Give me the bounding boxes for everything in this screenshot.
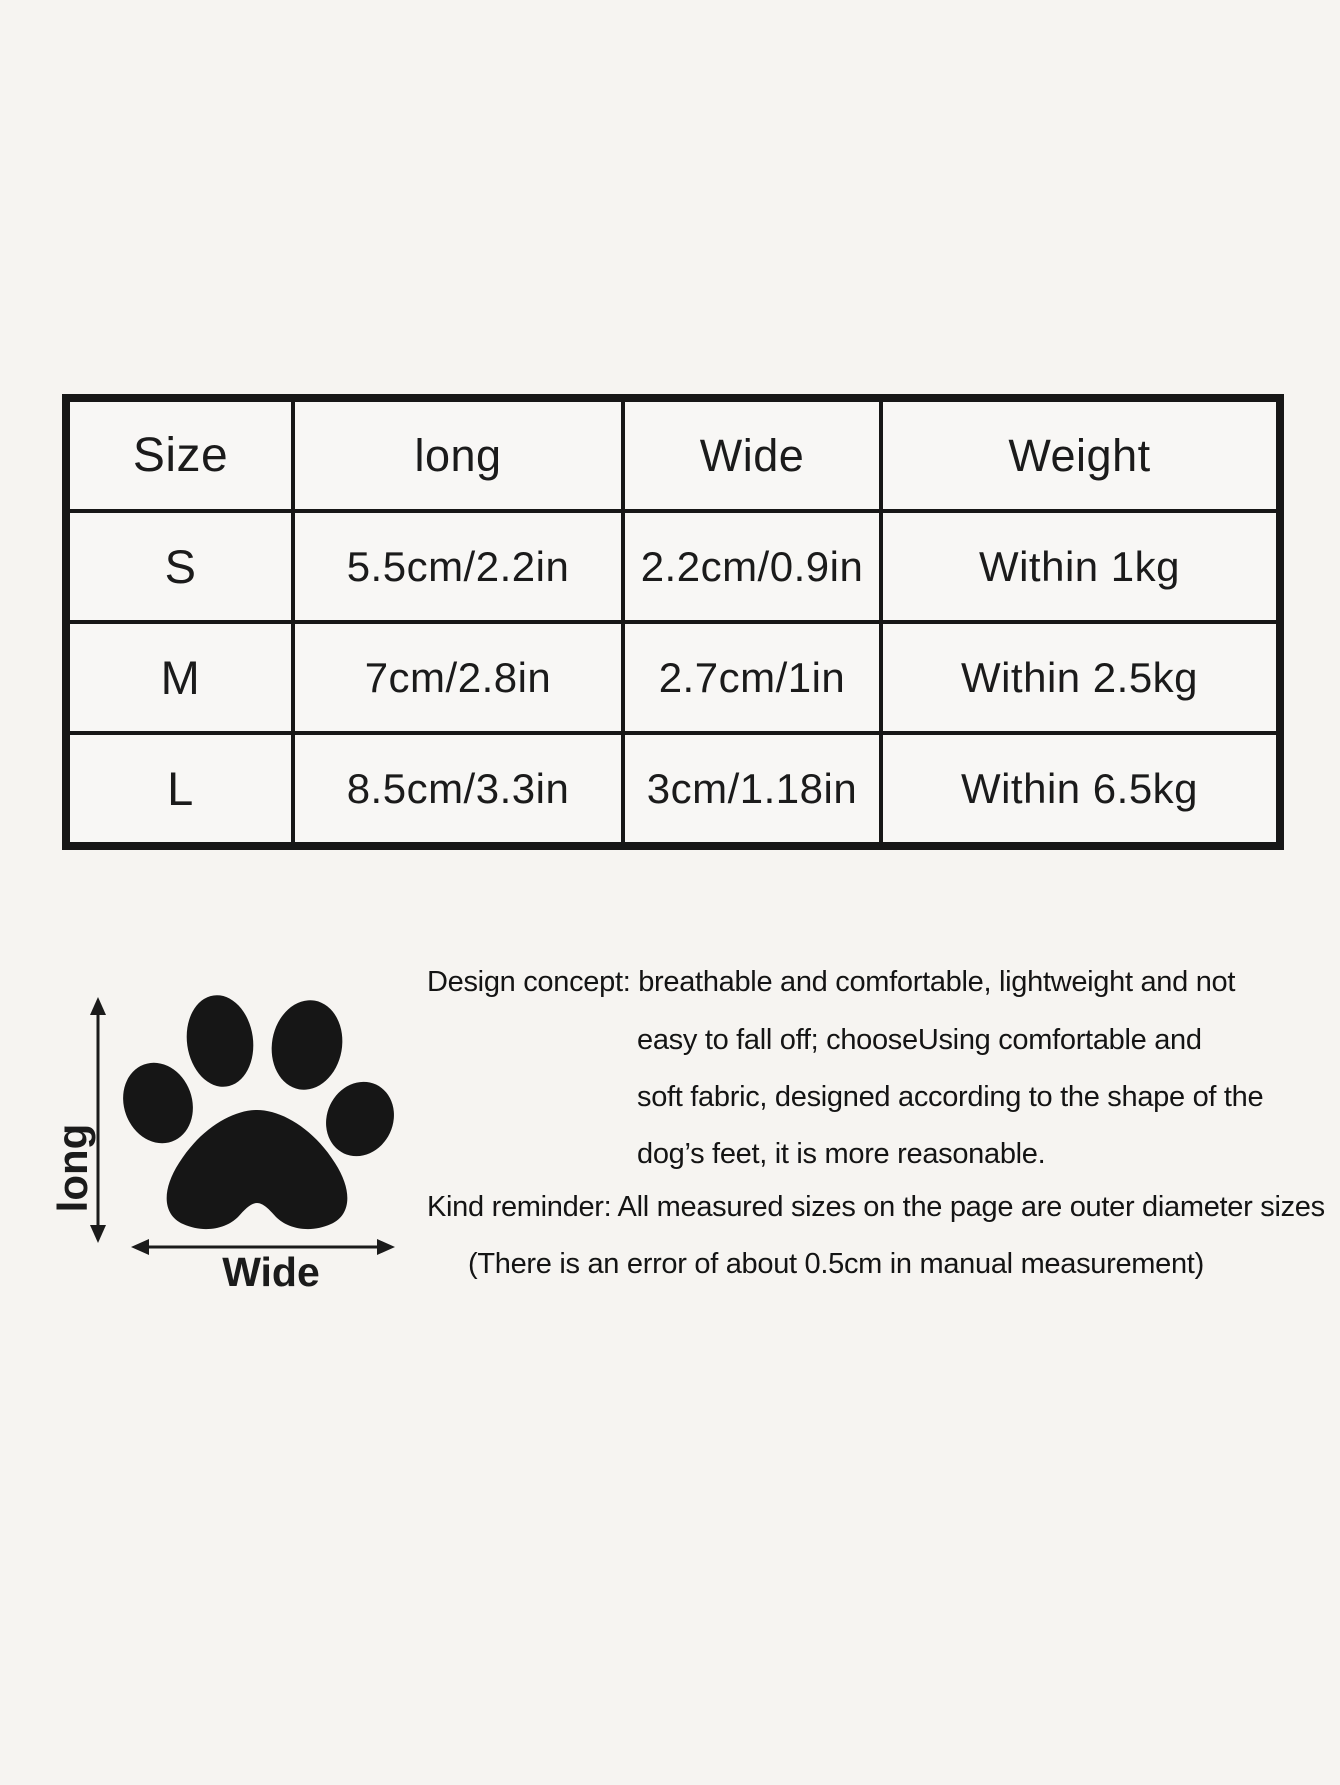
cell-size-s: S [70, 513, 295, 620]
paw-diagram-svg [90, 995, 395, 1255]
cell-size-l: L [70, 735, 295, 842]
size-chart-table: Size long Wide Weight S 5.5cm/2.2in 2.2c… [62, 394, 1284, 850]
cell-wide-l: 3cm/1.18in [625, 735, 883, 842]
wide-axis-label: Wide [222, 1249, 320, 1295]
table-row-size-l: L 8.5cm/3.3in 3cm/1.18in Within 6.5kg [70, 735, 1276, 842]
column-header-wide: Wide [625, 402, 883, 509]
description-line: soft fabric, designed according to the s… [637, 1081, 1264, 1113]
table-header-row: Size long Wide Weight [70, 402, 1276, 513]
dog-paw-print-icon [123, 995, 394, 1230]
column-header-weight: Weight [1008, 429, 1151, 481]
description-line: (There is an error of about 0.5cm in man… [468, 1248, 1204, 1280]
cell-long-l: 8.5cm/3.3in [295, 735, 625, 842]
description-line: easy to fall off; chooseUsing comfortabl… [637, 1024, 1202, 1056]
cell-size-m: M [70, 624, 295, 731]
cell-wide-m: 2.7cm/1in [625, 624, 883, 731]
paw-measurement-diagram: long Wide [49, 985, 420, 1305]
table-row-size-s: S 5.5cm/2.2in 2.2cm/0.9in Within 1kg [70, 513, 1276, 624]
table-row-size-m: M 7cm/2.8in 2.7cm/1in Within 2.5kg [70, 624, 1276, 735]
description-line: Design concept: breathable and comfortab… [427, 966, 1236, 998]
cell-weight-l: Within 6.5kg [960, 764, 1199, 812]
column-header-long: long [295, 402, 625, 509]
long-axis-label: long [49, 1123, 96, 1213]
description-line: dog’s feet, it is more reasonable. [637, 1138, 1046, 1170]
cell-weight-m: Within 2.5kg [960, 653, 1199, 701]
cell-wide-s: 2.2cm/0.9in [625, 513, 883, 620]
cell-long-s: 5.5cm/2.2in [295, 513, 625, 620]
description-line: Kind reminder: All measured sizes on the… [427, 1191, 1325, 1223]
cell-weight-s: Within 1kg [978, 542, 1181, 590]
long-measure-arrow-icon [90, 997, 106, 1243]
wide-measure-arrow-icon [131, 1239, 395, 1255]
column-header-size: Size [70, 402, 295, 509]
cell-long-m: 7cm/2.8in [295, 624, 625, 731]
